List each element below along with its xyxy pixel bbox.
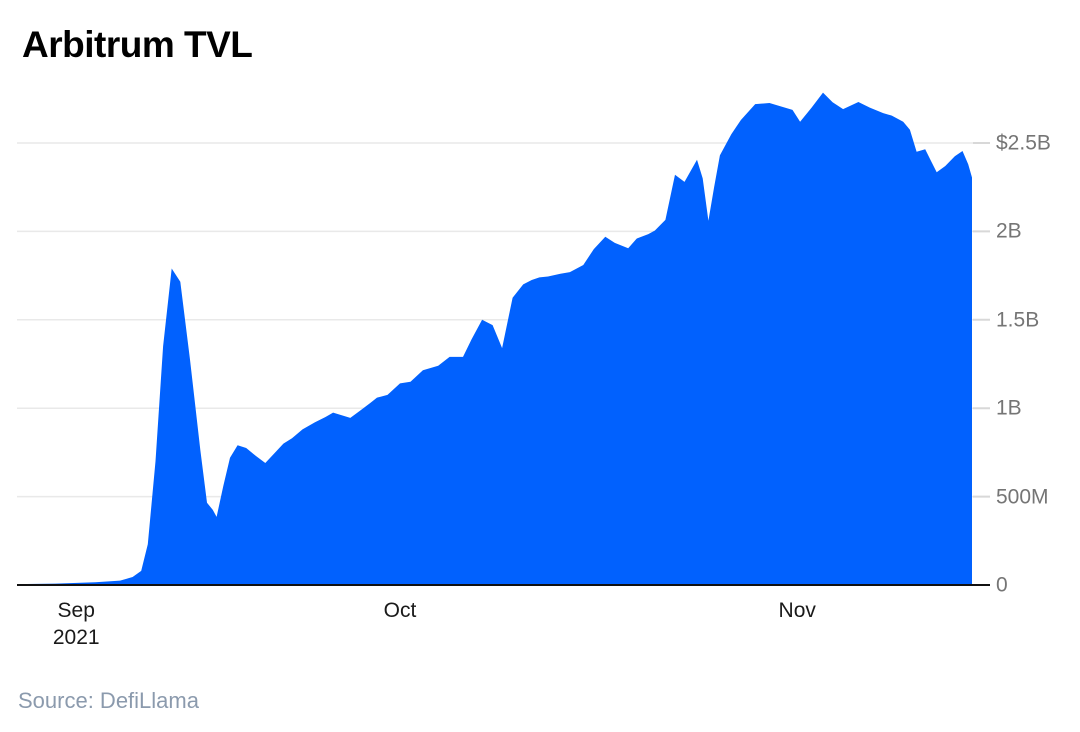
x-axis-label: Oct	[383, 599, 417, 622]
x-axis-label: Sep 2021	[52, 599, 100, 649]
y-axis-label: 0	[996, 573, 1008, 597]
x-axis-label: Nov	[778, 599, 816, 622]
y-axis-label: 500M	[996, 485, 1049, 509]
tvl-area-series	[17, 92, 972, 585]
y-axis-label: 2B	[996, 219, 1022, 243]
y-axis-label: $2.5B	[996, 131, 1051, 155]
y-axis-label: 1.5B	[996, 308, 1040, 332]
source-attribution: Source: DefiLlama	[18, 688, 199, 713]
chart-title: Arbitrum TVL	[22, 24, 253, 65]
y-axis-label: 1B	[996, 396, 1022, 420]
